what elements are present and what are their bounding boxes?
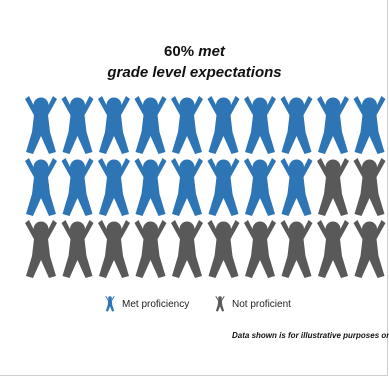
chart-title-line2: grade level expectations xyxy=(0,63,389,83)
not-met-person-icon xyxy=(244,220,276,278)
met-person-icon xyxy=(98,158,130,216)
not-met-person-icon xyxy=(98,220,130,278)
not-met-person-icon xyxy=(171,220,203,278)
met-person-icon xyxy=(25,158,57,216)
met-person-icon xyxy=(317,96,349,154)
not-met-person-icon xyxy=(280,220,313,278)
not-met-person-icon xyxy=(353,158,386,216)
not-met-person-icon xyxy=(207,220,240,278)
legend-not-met-label: Not proficient xyxy=(232,298,291,310)
met-person-icon xyxy=(207,96,240,154)
met-person-icon xyxy=(61,158,94,216)
met-person-icon xyxy=(134,96,167,154)
met-person-icon xyxy=(244,96,276,154)
met-person-icon xyxy=(280,96,313,154)
pictograph-grid xyxy=(25,96,386,278)
chart-title-line1: 60% met xyxy=(0,42,389,62)
met-person-icon xyxy=(207,158,240,216)
met-person-icon xyxy=(98,96,130,154)
illustrative-note: Data shown is for illustrative purposes … xyxy=(232,331,389,340)
not-met-person-icon xyxy=(317,158,349,216)
met-person-icon xyxy=(244,158,276,216)
not-met-person-icon xyxy=(134,220,167,278)
not-met-person-icon xyxy=(25,220,57,278)
met-person-icon xyxy=(280,158,313,216)
not-met-person-icon xyxy=(317,220,349,278)
title-met-word: met xyxy=(198,43,225,60)
met-person-icon xyxy=(171,158,203,216)
met-person-icon xyxy=(353,96,386,154)
legend-not-met: Not proficient xyxy=(214,296,291,312)
met-person-icon xyxy=(171,96,203,154)
legend-not-met-icon xyxy=(215,296,225,312)
legend-met-label: Met proficiency xyxy=(122,298,190,310)
met-person-icon xyxy=(25,96,57,154)
legend-met-icon xyxy=(105,296,115,312)
not-met-person-icon xyxy=(353,220,386,278)
title-subtitle: grade level expectations xyxy=(107,64,282,81)
not-met-person-icon xyxy=(61,220,94,278)
legend-met: Met proficiency xyxy=(104,296,189,312)
met-person-icon xyxy=(61,96,94,154)
title-percent: 60% xyxy=(164,43,195,60)
met-person-icon xyxy=(134,158,167,216)
